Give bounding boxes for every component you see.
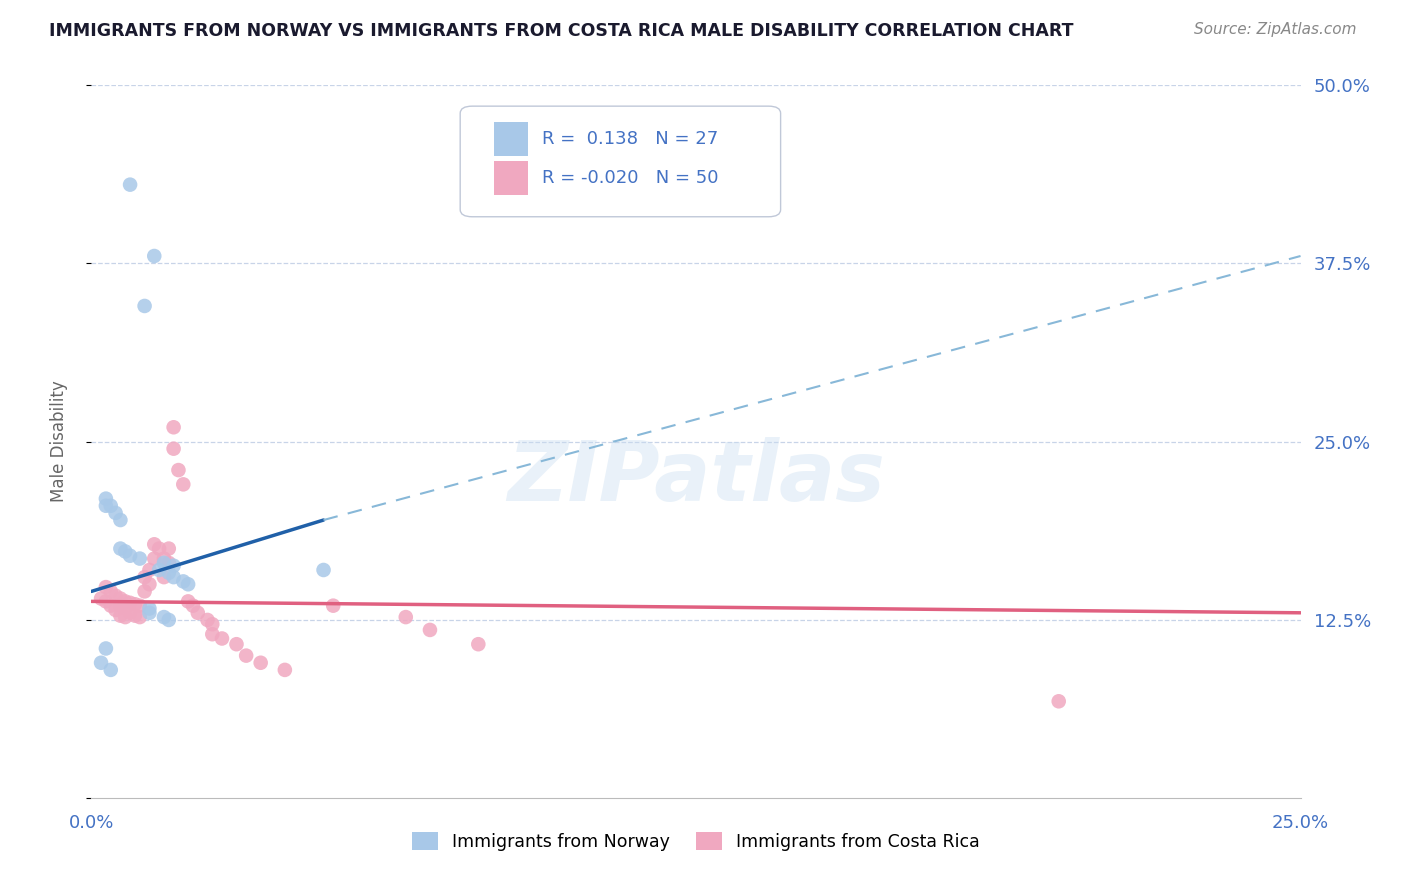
Point: [138, 606, 160, 620]
Point: [114, 601, 136, 615]
Point: [172, 477, 194, 491]
Point: [143, 249, 166, 263]
Point: [1047, 694, 1070, 708]
Point: [114, 610, 136, 624]
Point: [100, 584, 122, 599]
Text: R =  0.138   N = 27: R = 0.138 N = 27: [543, 130, 718, 148]
Point: [235, 648, 257, 663]
Point: [90, 591, 112, 606]
Point: [110, 591, 132, 606]
Point: [124, 608, 146, 623]
Point: [153, 570, 176, 584]
Point: [124, 597, 146, 611]
Point: [104, 589, 127, 603]
Point: [94, 641, 117, 656]
Point: [120, 596, 142, 610]
Point: [157, 541, 180, 556]
FancyBboxPatch shape: [494, 161, 527, 195]
Point: [100, 499, 122, 513]
Point: [138, 563, 160, 577]
Point: [172, 574, 194, 589]
Point: [162, 570, 184, 584]
Point: [94, 580, 117, 594]
Point: [467, 637, 489, 651]
Point: [157, 556, 180, 570]
Point: [419, 623, 441, 637]
Point: [120, 178, 142, 192]
Point: [249, 656, 271, 670]
Point: [162, 558, 184, 573]
Text: R = -0.020   N = 50: R = -0.020 N = 50: [543, 169, 718, 187]
Point: [138, 577, 160, 591]
Point: [120, 549, 142, 563]
Point: [153, 551, 176, 566]
Legend: Immigrants from Norway, Immigrants from Costa Rica: Immigrants from Norway, Immigrants from …: [405, 825, 987, 857]
Point: [94, 499, 117, 513]
Point: [181, 599, 204, 613]
Point: [157, 613, 180, 627]
Point: [100, 663, 122, 677]
Point: [197, 613, 219, 627]
Point: [100, 599, 122, 613]
Point: [94, 594, 117, 608]
Text: Source: ZipAtlas.com: Source: ZipAtlas.com: [1194, 22, 1357, 37]
Point: [274, 663, 297, 677]
Point: [153, 556, 176, 570]
Point: [225, 637, 247, 651]
Point: [110, 599, 132, 613]
Point: [201, 627, 224, 641]
Point: [211, 632, 233, 646]
Point: [177, 594, 200, 608]
Point: [201, 617, 224, 632]
Point: [120, 606, 142, 620]
Y-axis label: Male Disability: Male Disability: [49, 381, 67, 502]
Point: [134, 584, 156, 599]
Point: [104, 506, 127, 520]
Point: [167, 463, 190, 477]
Point: [312, 563, 335, 577]
Point: [143, 537, 166, 551]
Point: [94, 491, 117, 506]
Point: [148, 563, 170, 577]
Point: [110, 608, 132, 623]
Point: [128, 610, 150, 624]
Point: [134, 570, 156, 584]
Point: [162, 420, 184, 434]
Point: [395, 610, 418, 624]
Point: [128, 599, 150, 613]
Point: [157, 566, 180, 580]
Point: [114, 544, 136, 558]
Point: [143, 551, 166, 566]
Point: [148, 541, 170, 556]
Point: [153, 610, 176, 624]
Point: [322, 599, 344, 613]
Text: IMMIGRANTS FROM NORWAY VS IMMIGRANTS FROM COSTA RICA MALE DISABILITY CORRELATION: IMMIGRANTS FROM NORWAY VS IMMIGRANTS FRO…: [49, 22, 1074, 40]
Point: [187, 606, 209, 620]
Point: [110, 513, 132, 527]
Point: [162, 442, 184, 456]
Point: [134, 299, 156, 313]
Point: [177, 577, 200, 591]
Point: [110, 541, 132, 556]
FancyBboxPatch shape: [494, 122, 527, 156]
Point: [90, 656, 112, 670]
Point: [138, 601, 160, 615]
FancyBboxPatch shape: [460, 106, 780, 217]
Point: [104, 603, 127, 617]
Point: [114, 594, 136, 608]
Text: ZIPatlas: ZIPatlas: [508, 437, 884, 517]
Point: [128, 551, 150, 566]
